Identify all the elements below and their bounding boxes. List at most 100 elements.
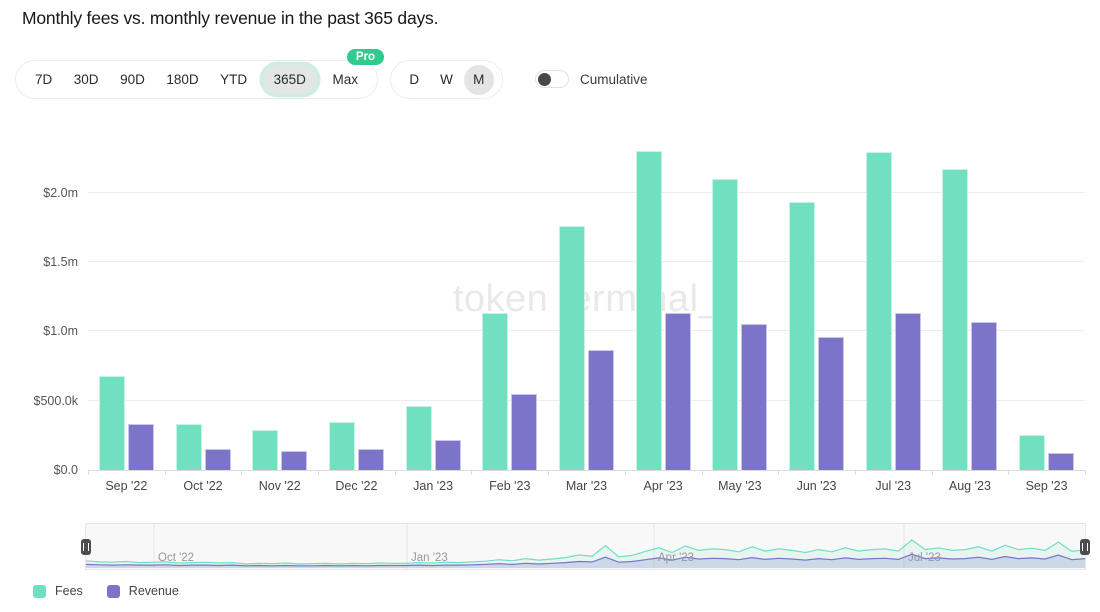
bar-group-mar23 <box>548 140 625 470</box>
revenue-bar[interactable] <box>281 451 308 470</box>
fees-bar[interactable] <box>789 202 816 470</box>
x-tick-label: Apr '23 <box>643 479 683 493</box>
fees-bar[interactable] <box>405 405 432 470</box>
plot-area: token terminal_ <box>88 140 1086 475</box>
fees-bar[interactable] <box>712 178 739 470</box>
range-option-7d[interactable]: 7D <box>29 65 58 94</box>
navigator-label: Oct '22 <box>158 552 195 564</box>
bar-group-oct22 <box>165 140 242 470</box>
revenue-bar[interactable] <box>1048 453 1075 470</box>
x-tick-label: May '23 <box>718 479 762 493</box>
axis-tick <box>164 470 166 475</box>
revenue-bar[interactable] <box>818 336 845 470</box>
revenue-bar[interactable] <box>127 424 154 470</box>
x-tick-label: Aug '23 <box>948 479 991 493</box>
bar-group-jun23 <box>778 140 855 470</box>
revenue-bar[interactable] <box>204 449 231 470</box>
range-option-ytd[interactable]: YTD <box>214 65 253 94</box>
x-tick-label: Jun '23 <box>796 479 837 493</box>
x-tick-label: Sep '23 <box>1025 479 1068 493</box>
range-selector: 7D 30D 90D 180D YTD 365D Max Pro <box>15 49 384 99</box>
axis-tick <box>931 470 933 475</box>
y-tick-label: $2.0m <box>43 185 78 200</box>
navigator-right-handle[interactable] <box>1080 538 1090 555</box>
fees-bar[interactable] <box>98 375 125 470</box>
gridline <box>88 191 1085 193</box>
revenue-bar[interactable] <box>894 313 921 470</box>
cumulative-toggle[interactable] <box>535 70 569 88</box>
fees-bar[interactable] <box>175 424 202 470</box>
axis-tick <box>318 470 320 475</box>
gridline <box>88 399 1085 401</box>
y-axis: $0.0 $500.0k $1.0m $1.5m $2.0m <box>0 140 78 477</box>
x-tick-label: Sep '22 <box>105 479 148 493</box>
bar-group-feb23 <box>471 140 548 470</box>
x-axis: Sep '22 Oct '22 Nov '22 Dec '22 Jan '23 Feb '… <box>88 479 1085 493</box>
navigator-sparkline <box>86 524 1085 569</box>
range-option-180d[interactable]: 180D <box>160 65 204 94</box>
x-tick-label: Dec '22 <box>335 479 378 493</box>
axis-tick <box>471 470 473 475</box>
revenue-bar[interactable] <box>511 393 538 470</box>
toggle-knob-icon <box>538 72 551 86</box>
x-tick-label: Feb '23 <box>489 479 531 493</box>
bar-group-may23 <box>702 140 779 470</box>
bar-group-aug23 <box>932 140 1009 470</box>
granularity-option-m[interactable]: M <box>463 64 494 95</box>
revenue-bar[interactable] <box>434 440 461 470</box>
legend: Fees Revenue <box>33 584 179 598</box>
axis-tick <box>1008 470 1010 475</box>
revenue-bar[interactable] <box>587 350 614 470</box>
range-option-max[interactable]: Max <box>326 65 364 94</box>
range-option-30d[interactable]: 30D <box>68 65 105 94</box>
fees-bar[interactable] <box>328 422 355 470</box>
fees-bar[interactable] <box>865 152 892 470</box>
revenue-bar[interactable] <box>664 313 691 470</box>
y-tick-label: $1.5m <box>43 255 78 270</box>
bar-group-sep22 <box>88 140 165 470</box>
navigator-label: Apr '23 <box>658 552 695 564</box>
axis-tick <box>241 470 243 475</box>
fees-swatch-icon <box>33 584 46 598</box>
gridline <box>88 261 1085 263</box>
x-tick-label: Mar '23 <box>565 479 608 493</box>
axis-tick <box>854 470 856 475</box>
pro-badge: Pro <box>346 49 384 65</box>
range-navigator[interactable]: Oct '22 Jan '23 Apr '23 Jul '23 <box>81 523 1090 570</box>
navigator-fees-area <box>86 539 1085 568</box>
fees-bar[interactable] <box>558 225 585 470</box>
axis-tick <box>778 470 780 475</box>
bar-group-jul23 <box>855 140 932 470</box>
legend-item-revenue[interactable]: Revenue <box>106 584 179 598</box>
range-option-90d[interactable]: 90D <box>114 65 151 94</box>
revenue-bar[interactable] <box>741 324 768 470</box>
fees-bar[interactable] <box>635 151 662 470</box>
axis-tick <box>1085 470 1086 475</box>
x-tick-label: Nov '22 <box>258 479 301 493</box>
granularity-option-d[interactable]: D <box>399 65 429 95</box>
navigator-left-handle[interactable] <box>81 538 91 555</box>
axis-tick <box>624 470 626 475</box>
navigator-revenue-area <box>86 554 1085 568</box>
fees-bar[interactable] <box>252 429 279 470</box>
bar-group-jan23 <box>395 140 472 470</box>
x-tick-label: Oct '22 <box>183 479 223 493</box>
fees-bar[interactable] <box>482 313 509 470</box>
legend-item-fees[interactable]: Fees <box>33 584 83 598</box>
x-tick-label: Jan '23 <box>413 479 454 493</box>
fees-bar[interactable] <box>942 169 969 470</box>
page-title: Monthly fees vs. monthly revenue in the … <box>22 8 439 28</box>
y-tick-label: $500.0k <box>33 393 78 408</box>
revenue-bar[interactable] <box>971 321 998 470</box>
axis-tick <box>394 470 396 475</box>
legend-label: Fees <box>55 584 83 598</box>
granularity-option-w[interactable]: W <box>432 65 462 95</box>
range-option-365d[interactable]: 365D <box>262 65 317 94</box>
drag-grip-icon <box>83 542 89 551</box>
axis-tick <box>88 470 89 475</box>
revenue-bar[interactable] <box>357 448 384 470</box>
gridline <box>88 330 1085 332</box>
fees-bar[interactable] <box>1019 434 1046 470</box>
